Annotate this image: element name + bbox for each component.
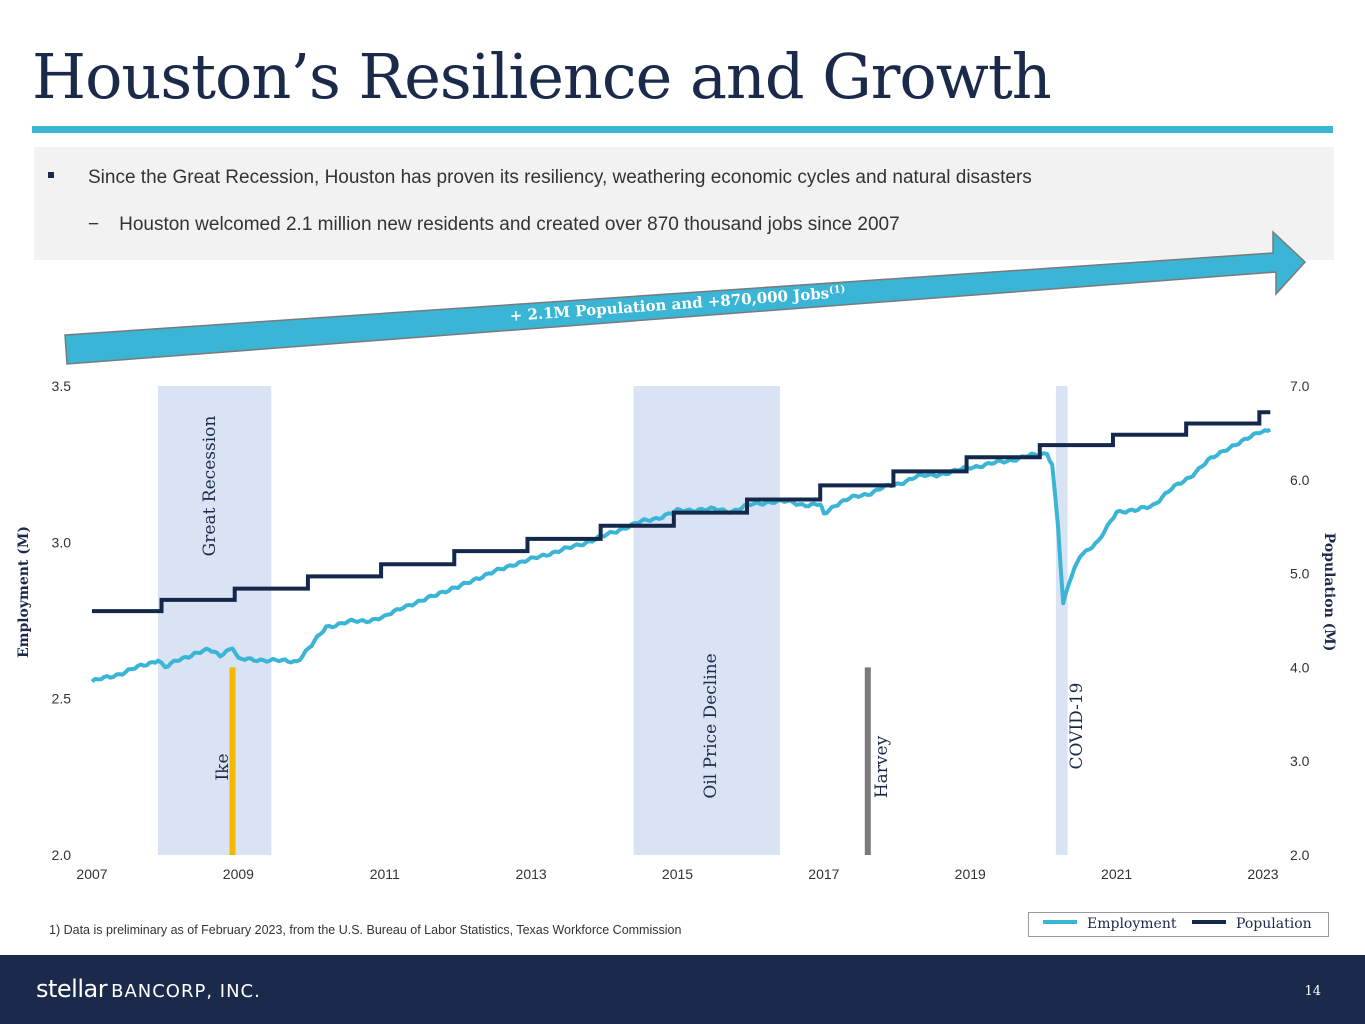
x-tick-label: 2013 — [516, 866, 547, 882]
x-tick-label: 2011 — [370, 866, 400, 882]
square-bullet-icon — [48, 172, 54, 178]
x-tick-label: 2019 — [955, 866, 986, 882]
growth-arrow: + 2.1M Population and +870,000 Jobs(1) — [64, 230, 1307, 365]
page-number: 14 — [1304, 984, 1321, 999]
label-ike: Ike — [213, 753, 233, 780]
y-right-tick-label: 4.0 — [1290, 659, 1310, 675]
company-logo: stellar BANCORP, INC. — [36, 975, 261, 1003]
event-markers — [229, 667, 871, 855]
series-lines — [90, 410, 1272, 684]
y-right-tick-label: 2.0 — [1290, 847, 1310, 863]
title-underline — [32, 126, 1333, 133]
y-right-tick-label: 7.0 — [1290, 378, 1310, 394]
label-oil-price-decline: Oil Price Decline — [701, 653, 721, 798]
legend-population-label: Population — [1236, 916, 1312, 932]
x-tick-label: 2015 — [662, 866, 693, 882]
y-left-axis-title: Employment (M) — [16, 526, 32, 658]
logo-word-stellar: stellar — [36, 975, 108, 1003]
shade-great-recession — [157, 386, 272, 855]
arrow-shape — [64, 230, 1307, 365]
label-harvey: Harvey — [872, 735, 892, 798]
y-left-tick-label: 2.5 — [52, 691, 72, 707]
y-right-axis-title: Population (M) — [1321, 533, 1337, 652]
bullet-box: Since the Great Recession, Houston has p… — [34, 147, 1334, 260]
legend-employment: Employment — [1043, 916, 1176, 932]
page-title: Houston’s Resilience and Growth — [32, 40, 1052, 113]
period-labels: Great Recession Oil Price Decline COVID-19… — [200, 416, 1087, 799]
y-right-tick-label: 5.0 — [1290, 566, 1310, 582]
x-tick-label: 2023 — [1247, 866, 1278, 882]
shaded-periods — [157, 386, 1068, 855]
arrow-label: + 2.1M Population and +870,000 Jobs(1) — [509, 283, 846, 325]
y-right-tick-label: 6.0 — [1290, 472, 1310, 488]
legend-employment-label: Employment — [1087, 916, 1177, 932]
axes: 2007 2009 2011 2013 2015 2017 2019 2021 2023 2.0 2… — [16, 378, 1337, 882]
logo-word-bancorp: BANCORP, INC. — [111, 981, 261, 1002]
label-great-recession: Great Recession — [200, 416, 220, 557]
dash-bullet-icon: − — [88, 214, 100, 235]
legend: Employment Population — [1028, 912, 1329, 937]
x-tick-label: 2021 — [1101, 866, 1132, 882]
legend-population: Population — [1192, 916, 1312, 932]
legend-population-swatch — [1192, 920, 1226, 924]
arrow-label-superscript: (1) — [829, 284, 846, 296]
bullet-2: − Houston welcomed 2.1 million new reside… — [88, 214, 900, 236]
legend-employment-swatch — [1043, 920, 1077, 924]
y-right-tick-label: 3.0 — [1290, 753, 1310, 769]
x-tick-label: 2017 — [808, 866, 839, 882]
shade-oil-price-decline — [633, 386, 780, 855]
bullet-1-text: Since the Great Recession, Houston has p… — [88, 167, 1032, 188]
population-line — [92, 410, 1271, 614]
footnote: 1) Data is preliminary as of February 20… — [49, 923, 682, 937]
footer-bar: stellar BANCORP, INC. 14 — [0, 955, 1365, 1024]
y-left-tick-label: 3.5 — [52, 378, 72, 394]
chart: + 2.1M Population and +870,000 Jobs(1) 2… — [16, 230, 1337, 882]
x-tick-label: 2009 — [223, 866, 254, 882]
label-covid-19: COVID-19 — [1067, 683, 1087, 770]
y-left-tick-label: 3.0 — [52, 534, 72, 550]
shade-covid-19 — [1055, 386, 1068, 855]
bullet-1: Since the Great Recession, Houston has p… — [48, 167, 1032, 189]
bullet-2-text: Houston welcomed 2.1 million new residen… — [119, 214, 900, 235]
x-tick-label: 2007 — [76, 866, 107, 882]
y-left-tick-label: 2.0 — [52, 847, 72, 863]
